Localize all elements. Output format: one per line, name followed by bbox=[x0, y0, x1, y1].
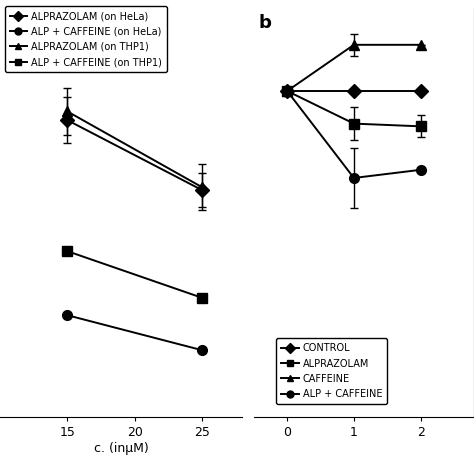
Legend: ALPRAZOLAM (on HeLa), ALP + CAFFEINE (on HeLa), ALPRAZOLAM (on THP1), ALP + CAFF: ALPRAZOLAM (on HeLa), ALP + CAFFEINE (on… bbox=[5, 6, 167, 72]
Legend: CONTROL, ALPRAZOLAM, CAFFEINE, ALP + CAFFEINE: CONTROL, ALPRAZOLAM, CAFFEINE, ALP + CAF… bbox=[276, 338, 387, 404]
X-axis label: c. (inμM): c. (inμM) bbox=[94, 442, 148, 455]
Text: b: b bbox=[258, 14, 271, 32]
